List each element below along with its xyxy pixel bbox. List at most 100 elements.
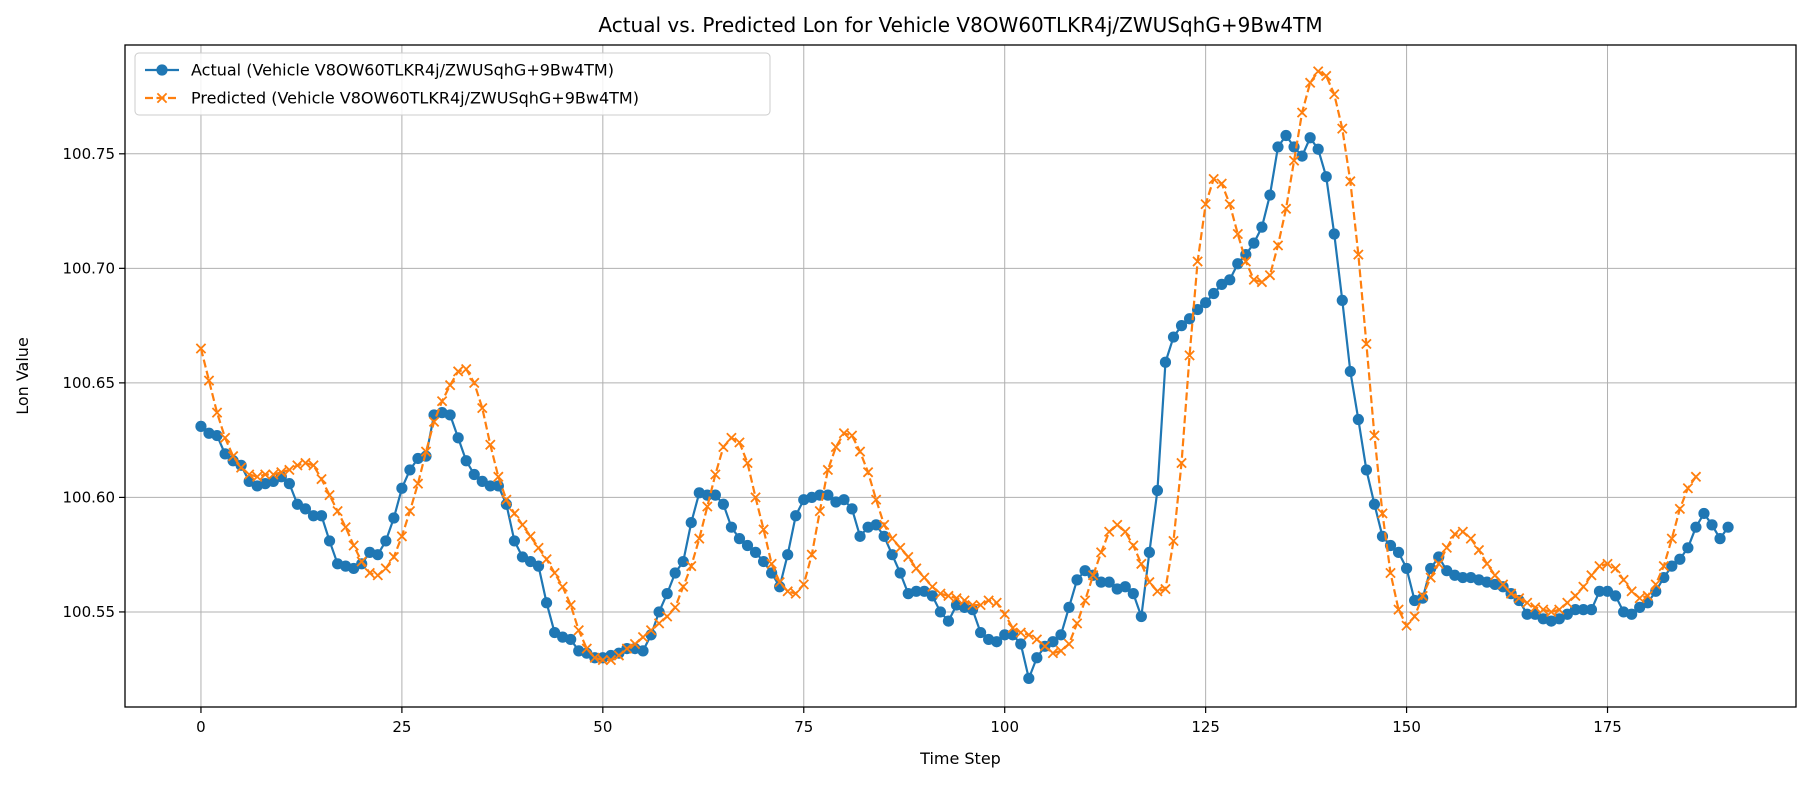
data-point [195,343,207,354]
data-point [1184,350,1195,361]
data-point [653,606,665,618]
data-point [195,420,207,432]
data-point [1320,70,1332,82]
data-point [549,567,560,579]
data-point [1152,586,1163,597]
data-point [750,492,761,503]
data-point [1128,540,1139,551]
x-tick-label: 25 [392,718,411,736]
data-point [661,588,673,600]
data-point [1433,558,1444,570]
data-point [983,595,994,606]
data-point [323,535,336,547]
data-point [597,654,609,666]
data-point [1272,141,1284,153]
data-point [894,542,906,554]
data-point [870,519,882,531]
legend-marker [156,92,168,104]
data-point [1409,611,1420,622]
data-point [484,480,496,492]
data-point [533,542,544,554]
data-point [1168,535,1179,547]
data-point [854,530,866,542]
data-point [806,549,818,560]
data-point [428,416,440,428]
data-point [1377,508,1388,519]
data-point [886,549,898,561]
data-point [734,437,745,448]
data-point [790,510,802,522]
data-point [1135,610,1147,623]
x-tick-label: 100 [990,718,1019,736]
data-point [1192,256,1203,267]
data-point [1256,221,1268,233]
data-point [1449,528,1461,540]
data-point [1337,123,1348,134]
x-tick-label: 125 [1191,718,1220,736]
data-point [509,508,520,519]
data-point [1071,574,1083,586]
data-point [332,505,343,517]
data-point [1417,590,1428,602]
y-tick-label: 100.60 [63,488,116,506]
data-point [1385,567,1396,579]
data-point [1200,297,1212,309]
data-point [436,395,448,407]
data-point [460,455,472,467]
data-point [444,409,456,421]
data-point [903,551,914,563]
data-point [1015,638,1027,650]
data-point [540,597,553,609]
data-point [1690,521,1702,533]
data-point [838,428,850,439]
data-point [1618,574,1629,586]
data-point [1521,608,1533,620]
data-point [1047,636,1059,648]
data-point [1369,430,1380,441]
y-tick-label: 100.55 [63,603,116,621]
data-point [605,654,617,666]
data-point [1272,240,1284,251]
data-point [364,567,375,579]
x-tick-label: 150 [1392,718,1421,736]
data-point [420,446,432,457]
data-point [814,505,826,517]
data-point [219,432,231,444]
data-point [782,549,794,561]
data-point [1224,198,1235,210]
data-point [1312,66,1324,77]
data-point [211,429,223,442]
data-point [725,521,738,533]
data-point [356,556,367,567]
data-point [388,512,400,524]
data-point [766,567,778,579]
data-point [677,581,689,592]
data-point [1296,107,1308,118]
data-point [1288,155,1300,166]
data-point [1401,620,1412,631]
data-point [974,626,987,639]
data-point [251,471,263,483]
x-tick-label: 50 [593,718,612,736]
y-tick-label: 100.75 [63,145,116,163]
data-point [1023,629,1035,641]
data-point [846,430,858,441]
data-point [308,460,319,471]
data-point [268,469,279,480]
data-point [1610,563,1621,574]
series-predicted [195,66,1702,666]
data-point [1063,601,1075,613]
data-point [581,643,592,654]
x-axis-label: Time Step [919,749,1001,768]
data-point [677,555,689,568]
data-point [774,576,785,588]
data-point [1344,365,1356,378]
y-tick-label: 100.65 [63,374,116,392]
data-point [886,533,898,544]
data-point [565,599,576,611]
data-point [316,473,327,485]
data-point [1329,89,1340,100]
data-point [669,567,681,579]
data-point [1079,595,1091,606]
data-point [348,540,359,551]
